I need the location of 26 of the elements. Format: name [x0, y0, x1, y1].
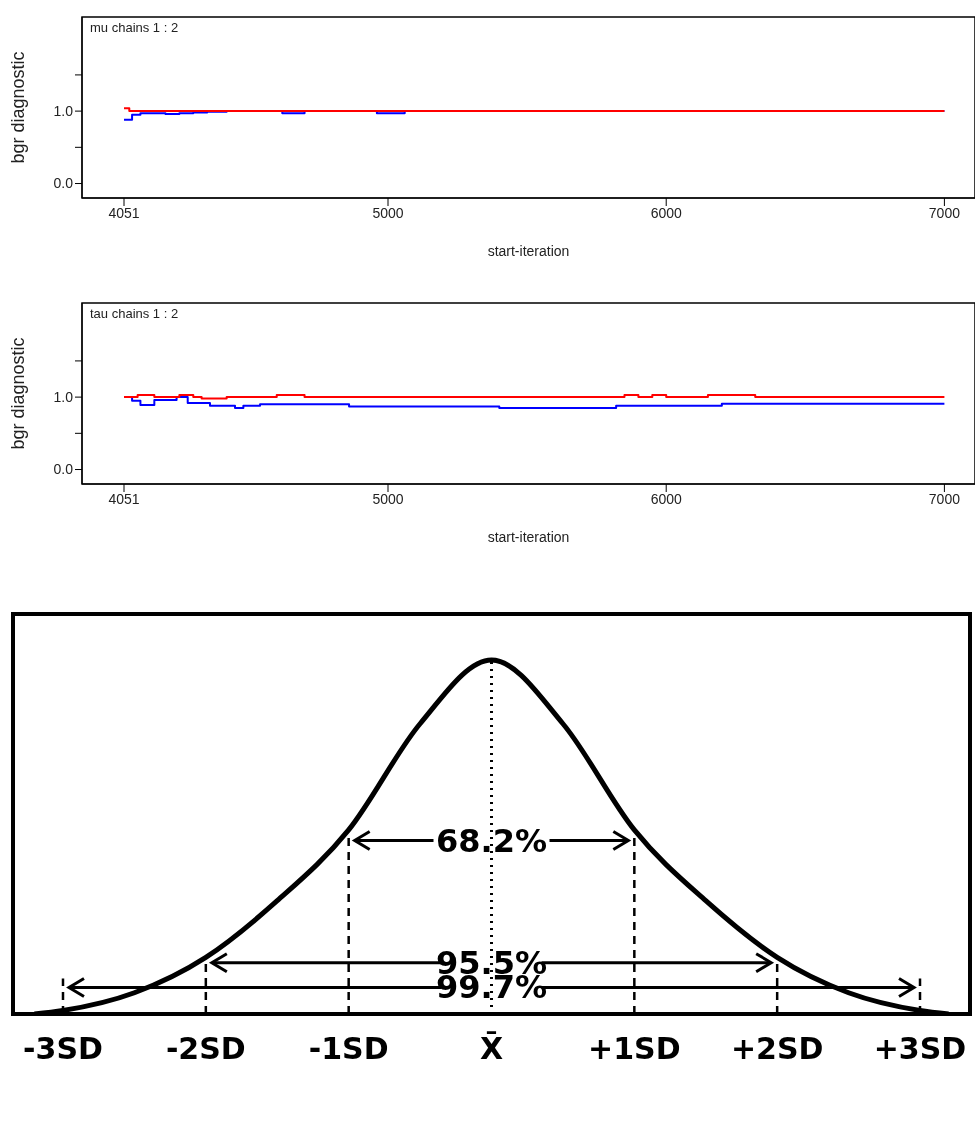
y-tick-label: 1.0	[53, 103, 74, 120]
x-tick-label: 4051	[108, 490, 140, 507]
y-axis-title: bgr diagnostic	[8, 337, 29, 450]
x-tick-label: -1SD	[308, 1031, 389, 1067]
x-tick-label: 6000	[650, 204, 682, 221]
annotation: tau chains 1 : 2	[90, 306, 179, 321]
x-tick-label: 7000	[928, 204, 961, 221]
x-tick-label: 5000	[372, 204, 404, 221]
x-tick-label: +3SD	[873, 1031, 967, 1067]
x-tick-label: 4051	[108, 204, 140, 221]
x-tick-label: +1SD	[588, 1031, 681, 1067]
x-tick-label: -2SD	[165, 1031, 246, 1067]
x-axis-title: start-iteration	[487, 243, 570, 259]
x-tick-label: X̄	[479, 1030, 504, 1067]
annotation: mu chains 1 : 2	[90, 20, 179, 35]
y-tick-label: 0.0	[53, 461, 74, 478]
y-axis-title: bgr diagnostic	[8, 51, 29, 164]
x-tick-label: 6000	[650, 490, 682, 507]
x-tick-label: -3SD	[23, 1031, 103, 1067]
x-tick-label: 7000	[928, 490, 961, 507]
y-tick-label: 0.0	[53, 175, 74, 192]
x-tick-label: +2SD	[730, 1031, 824, 1067]
x-tick-label: 5000	[372, 490, 404, 507]
x-axis-title: start-iteration	[487, 529, 570, 545]
y-tick-label: 1.0	[53, 389, 74, 406]
annotation: 68.2%	[435, 821, 548, 860]
